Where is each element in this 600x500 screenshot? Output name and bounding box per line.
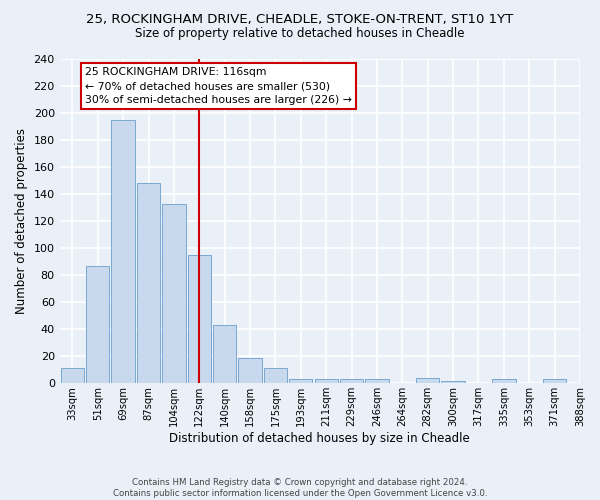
Bar (365, 379, 389, 384)
Bar (416, 378, 439, 384)
Bar (86, 266, 109, 384)
X-axis label: Distribution of detached houses by size in Cheadle: Distribution of detached houses by size … (169, 432, 470, 445)
Bar (162, 204, 185, 384)
Bar (238, 358, 262, 384)
Bar (61, 368, 84, 384)
Bar (340, 379, 363, 384)
Y-axis label: Number of detached properties: Number of detached properties (15, 128, 28, 314)
Text: Size of property relative to detached houses in Cheadle: Size of property relative to detached ho… (135, 28, 465, 40)
Bar (137, 184, 160, 384)
Bar (213, 325, 236, 384)
Bar (492, 379, 515, 384)
Bar (543, 379, 566, 384)
Bar (264, 368, 287, 384)
Bar (442, 380, 465, 384)
Bar (289, 379, 313, 384)
Bar (112, 120, 135, 384)
Text: 25, ROCKINGHAM DRIVE, CHEADLE, STOKE-ON-TRENT, ST10 1YT: 25, ROCKINGHAM DRIVE, CHEADLE, STOKE-ON-… (86, 12, 514, 26)
Bar (188, 255, 211, 384)
Text: Contains HM Land Registry data © Crown copyright and database right 2024.
Contai: Contains HM Land Registry data © Crown c… (113, 478, 487, 498)
Text: 25 ROCKINGHAM DRIVE: 116sqm
← 70% of detached houses are smaller (530)
30% of se: 25 ROCKINGHAM DRIVE: 116sqm ← 70% of det… (85, 67, 352, 105)
Bar (314, 379, 338, 384)
